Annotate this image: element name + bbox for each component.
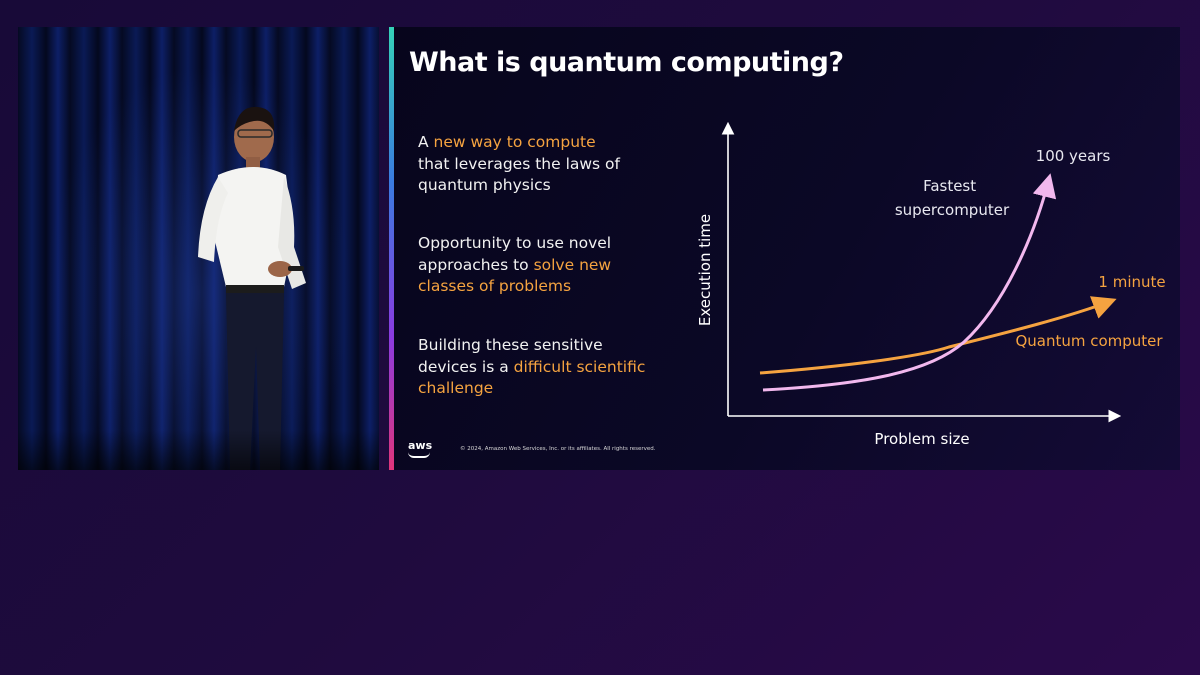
stage-floor	[18, 430, 379, 470]
series-end-label-supercomputer: 100 years	[1036, 147, 1111, 165]
bullet-text: that leverages the laws of quantum physi…	[418, 154, 620, 195]
bullet-novel-approaches: Opportunity to use novel approaches to s…	[418, 233, 658, 298]
bullet-scientific-challenge: Building these sensitive devices is a di…	[418, 335, 658, 400]
aws-logo: aws	[408, 439, 433, 458]
bullet-highlight: solve new classes of problems	[418, 255, 612, 296]
series-label-supercomputer: Fastest supercomputer	[895, 177, 1010, 219]
slide-accent-bar	[389, 27, 394, 470]
series-label-line: supercomputer	[895, 201, 1010, 219]
bullet-text: A	[418, 133, 434, 151]
bullet-text: Opportunity to use novel approaches to	[418, 234, 612, 274]
bullet-highlight: new way to compute	[433, 133, 596, 151]
series-label-quantum: Quantum computer	[1015, 332, 1163, 350]
presentation-slide: What is quantum computing? A new way to …	[389, 27, 1180, 470]
speaker-figure	[198, 106, 306, 470]
y-axis-label: Execution time	[696, 214, 714, 326]
aws-smile-icon	[408, 452, 430, 458]
slide-title: What is quantum computing?	[409, 47, 844, 78]
bullet-highlight: difficult scientific challenge	[418, 357, 646, 398]
series-line-quantum-computer	[759, 296, 1117, 375]
bullet-new-way-to-compute: A new way to compute that leverages the …	[418, 132, 658, 197]
speaker-video-feed	[18, 27, 379, 470]
x-axis-label: Problem size	[874, 430, 969, 448]
series-label-line: Fastest	[923, 177, 976, 195]
aws-logo-text: aws	[408, 439, 433, 452]
series-line-fastest-supercomputer	[762, 173, 1057, 392]
bullet-text: Building these sensitive devices is a	[418, 336, 603, 376]
copyright-notice: © 2024, Amazon Web Services, Inc. or its…	[460, 446, 656, 452]
execution-time-chart: Execution time Problem size 100 years Fa…	[696, 121, 1166, 448]
series-end-label-quantum: 1 minute	[1098, 273, 1165, 291]
